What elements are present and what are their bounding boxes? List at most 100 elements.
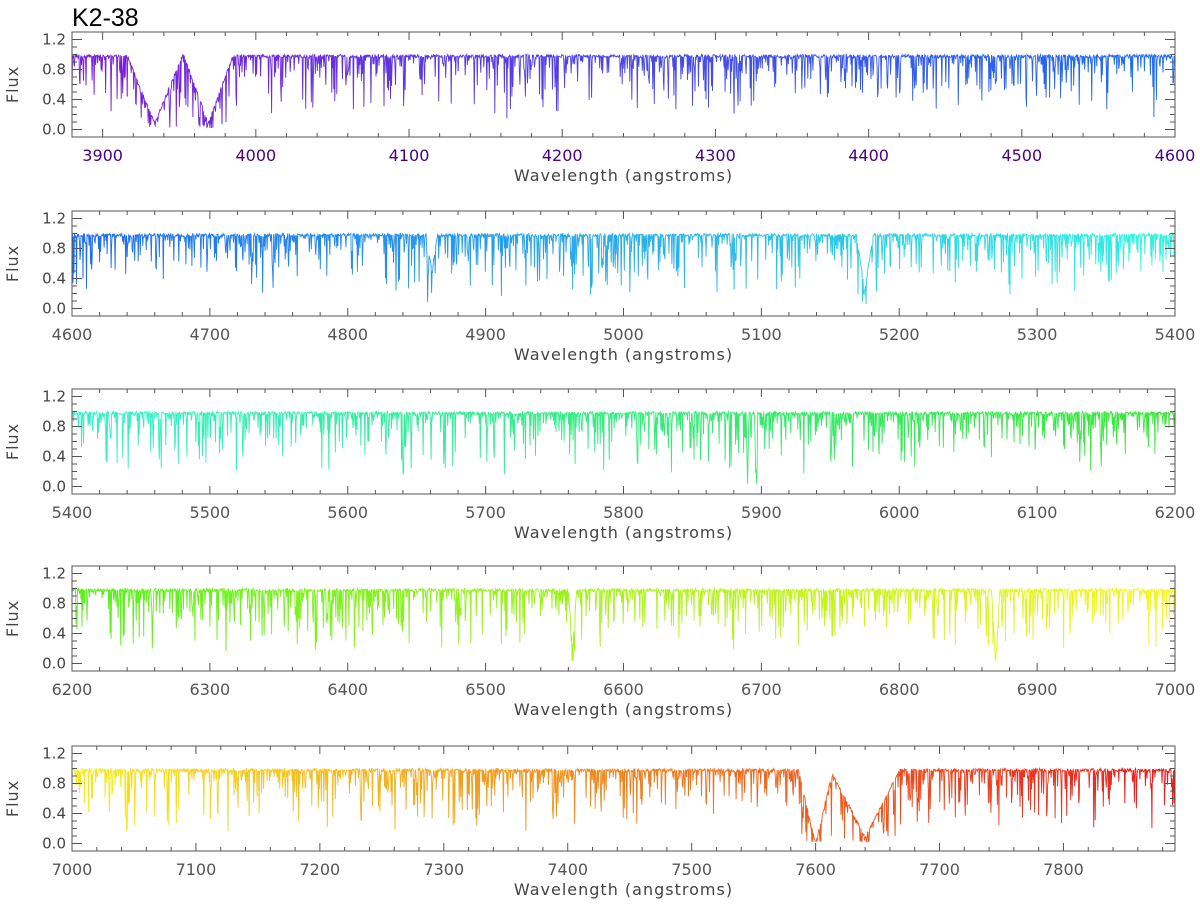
spectrum-line-segment (126, 767, 183, 829)
spectrum-line-segment (292, 232, 349, 277)
spectrum-line-segment (347, 587, 404, 648)
y-tick-label: 0.8 (42, 595, 66, 613)
plot-frame (71, 388, 1176, 495)
spectrum-line-segment (402, 410, 459, 475)
panel-5: 7000 7100 7200 7300 7400 7500 7600 7700 7800 0.0 0… (3, 745, 1176, 899)
spectrum-line-segment (1009, 52, 1066, 107)
spectrum-line-segment (1009, 587, 1066, 648)
x-tick-label: 6800 (879, 680, 920, 699)
spectrum-line-segment (899, 410, 955, 467)
spectrum-line-segment (844, 410, 901, 467)
spectrum-line-segment (512, 587, 570, 643)
y-tick-label: 0.4 (42, 448, 66, 466)
spectrum-line-segment (733, 232, 790, 290)
spectrum-line-segment (512, 231, 570, 286)
spectrum-line-segment (402, 53, 459, 107)
x-tick-label: 4600 (52, 325, 93, 344)
x-tick-label: 4300 (695, 146, 736, 165)
spectrum-line-segment (457, 587, 514, 645)
y-tick-label: 0.0 (42, 121, 66, 139)
x-tick-label: 7800 (1043, 860, 1084, 879)
spectrum-line-segment (237, 767, 294, 817)
chart-title: K2-38 (72, 4, 139, 32)
spectrum-line-segment (954, 410, 1011, 458)
y-tick-label: 0.0 (42, 478, 66, 496)
spectrum-line-segment (844, 52, 901, 98)
spectrum-line-segment (126, 55, 183, 128)
y-tick-label: 0.0 (42, 835, 66, 853)
x-tick-label: 7100 (176, 860, 217, 879)
spectrum-line-segment (899, 232, 956, 274)
x-tick-label: 6000 (879, 503, 920, 522)
spectrum-line-segment (788, 587, 845, 646)
y-tick-label: 1.2 (42, 31, 66, 49)
x-tick-label: 5400 (1155, 325, 1196, 344)
spectrum-line-segment (954, 587, 1011, 661)
y-tick-label: 0.4 (42, 625, 66, 643)
panel-3: 5400 5500 5600 5700 5800 5900 6000 6100 6200 0.0 0… (3, 388, 1195, 543)
spectrum-line-segment (402, 232, 459, 302)
x-axis-label: Wavelength (angstroms) (514, 166, 733, 185)
spectrum-line-segment (678, 231, 735, 293)
x-tick-label: 4000 (235, 146, 276, 165)
spectrum-line-segment (347, 410, 404, 475)
x-axis-label: Wavelength (angstroms) (514, 880, 733, 899)
spectrum-line-segment (623, 410, 680, 473)
y-axis-label: Flux (3, 600, 22, 637)
y-tick-label: 1.2 (42, 565, 66, 583)
x-tick-label: 4600 (1155, 146, 1196, 165)
spectrum-line-segment (182, 410, 238, 471)
spectrum-line-segment (788, 232, 845, 288)
x-tick-label: 5200 (879, 325, 920, 344)
spectrum-line-segment (568, 767, 625, 824)
spectrum-line-segment (292, 767, 349, 827)
plot-frame (71, 31, 1176, 138)
spectrum-line-segment (402, 767, 459, 826)
x-tick-label: 5300 (1017, 325, 1058, 344)
x-tick-label: 7300 (423, 860, 464, 879)
y-tick-label: 0.4 (42, 805, 66, 823)
spectrum-line-segment (237, 409, 294, 457)
spectrum-line-segment (126, 232, 183, 280)
spectrum-line-segment (457, 410, 514, 475)
spectrum-line-segment (1064, 586, 1121, 634)
x-tick-label: 6700 (741, 680, 782, 699)
spectrum-line-segment (1119, 232, 1176, 273)
y-tick-label: 0.8 (42, 418, 66, 436)
spectrum-line-segment (71, 409, 128, 464)
spectrum-line-segment (71, 767, 128, 832)
spectrum-line-segment (402, 586, 459, 648)
spectrum-line-segment (347, 231, 404, 291)
spectrum-line-segment (1009, 766, 1066, 824)
x-tick-label: 6300 (190, 680, 231, 699)
spectrum-line-segment (623, 232, 680, 293)
spectrum-line-segment (347, 53, 404, 110)
x-tick-label: 4100 (389, 146, 430, 165)
spectrum-line-segment (1120, 52, 1176, 118)
spectrum-line-segment (899, 586, 956, 641)
x-axis-label: Wavelength (angstroms) (514, 700, 733, 719)
spectrum-line-segment (181, 54, 238, 129)
spectrum-line-segment (568, 410, 624, 470)
x-tick-label: 4400 (848, 146, 889, 165)
spectrum-line-segment (237, 586, 294, 641)
x-tick-label: 7600 (795, 860, 836, 879)
spectrum-line-segment (788, 410, 845, 474)
y-axis-label: Flux (3, 780, 22, 817)
y-tick-label: 0.0 (42, 300, 66, 318)
spectrum-line-segment (623, 53, 680, 110)
x-tick-label: 6200 (52, 680, 93, 699)
spectrum-line-segment (623, 767, 680, 824)
x-tick-label: 6500 (465, 680, 506, 699)
spectrum-line-segment (678, 410, 735, 469)
spectrum-line-segment (1064, 232, 1121, 291)
spectrum-line-segment (292, 53, 349, 109)
spectrum-line-segment (126, 410, 183, 469)
spectrum-line-segment (457, 52, 514, 119)
spectrum-line-segment (1009, 410, 1066, 450)
y-tick-label: 0.8 (42, 240, 66, 258)
y-axis-label: Flux (3, 245, 22, 282)
x-tick-label: 5800 (603, 503, 644, 522)
x-tick-label: 7700 (919, 860, 960, 879)
spectrum-line-segment (513, 767, 570, 831)
